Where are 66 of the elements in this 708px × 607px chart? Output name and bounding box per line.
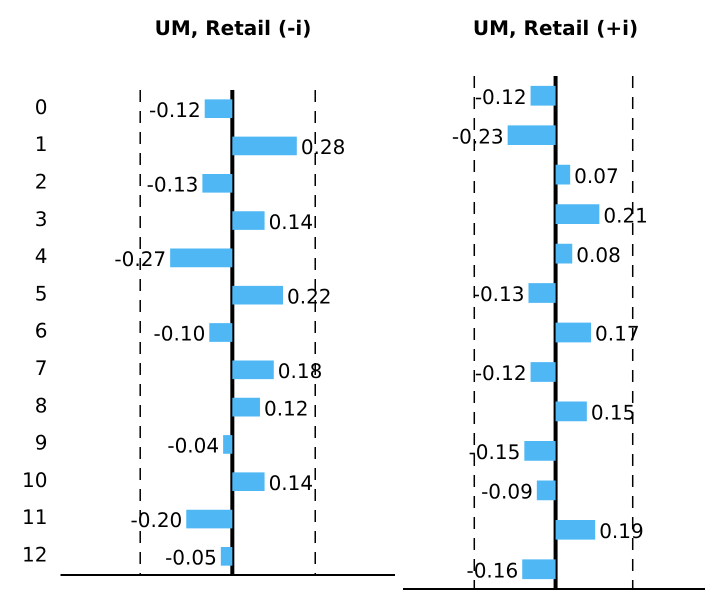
data-label: -0.05 <box>165 546 217 570</box>
bar <box>522 559 556 580</box>
bar <box>220 547 232 566</box>
bar <box>536 480 556 500</box>
data-label: -0.10 <box>154 322 206 346</box>
y-tick-label: 7 <box>34 356 48 380</box>
data-label: -0.20 <box>130 508 182 532</box>
y-tick-label: 4 <box>34 244 48 268</box>
y-tick-label: 1 <box>34 132 48 156</box>
data-label: 0.15 <box>590 400 636 425</box>
data-label: -0.23 <box>452 124 504 148</box>
data-label: 0.22 <box>286 284 332 308</box>
data-label: -0.15 <box>468 440 520 464</box>
y-tick-label: 3 <box>34 206 48 231</box>
bar <box>556 322 592 342</box>
bar <box>232 360 274 380</box>
data-label: -0.13 <box>146 172 198 196</box>
y-tick-label: 12 <box>22 542 48 567</box>
data-label: -0.16 <box>466 558 518 582</box>
data-label: 0.14 <box>268 470 314 495</box>
data-label: 0.12 <box>264 396 308 420</box>
bar <box>232 472 265 492</box>
bar <box>556 402 587 422</box>
data-label: 0.28 <box>300 135 346 160</box>
bar <box>530 362 556 382</box>
y-tick-label: 0 <box>34 94 48 119</box>
data-label: 0.07 <box>574 164 619 188</box>
data-label: -0.12 <box>148 98 201 122</box>
bar <box>524 441 556 461</box>
bar <box>232 211 265 230</box>
data-label: -0.12 <box>474 361 527 386</box>
bar <box>556 244 572 264</box>
data-label: -0.09 <box>481 480 533 504</box>
y-tick-label: 2 <box>34 169 48 194</box>
bar <box>232 398 260 416</box>
data-label: 0.19 <box>599 519 644 544</box>
bar <box>556 164 570 185</box>
data-label: 0.21 <box>603 203 648 228</box>
bar <box>232 136 297 156</box>
chart-title: UM, Retail (-i) <box>154 16 312 40</box>
bar <box>170 248 232 268</box>
y-tick-label: 8 <box>34 393 48 418</box>
bar <box>202 174 232 193</box>
y-tick-label: 11 <box>22 505 48 530</box>
bar <box>209 323 232 342</box>
y-tick-label: 6 <box>34 318 48 343</box>
chart-title: UM, Retail (+i) <box>472 16 640 40</box>
bar <box>232 286 283 305</box>
data-label: 0.18 <box>278 359 322 384</box>
data-label: -0.13 <box>472 282 524 306</box>
data-label: 0.08 <box>576 242 621 267</box>
bar <box>223 435 232 454</box>
bar <box>528 283 556 303</box>
y-tick-label: 9 <box>34 430 48 455</box>
bar <box>556 204 600 224</box>
bar <box>530 86 556 106</box>
data-label: -0.12 <box>474 84 527 109</box>
bar <box>556 520 596 540</box>
bar <box>186 510 232 528</box>
data-label: -0.27 <box>114 247 166 272</box>
bar <box>508 125 556 146</box>
bar <box>204 99 232 118</box>
data-label: -0.04 <box>167 434 220 458</box>
data-label: 0.14 <box>268 210 314 234</box>
y-tick-label: 10 <box>22 468 48 492</box>
y-tick-label: 5 <box>34 281 48 306</box>
